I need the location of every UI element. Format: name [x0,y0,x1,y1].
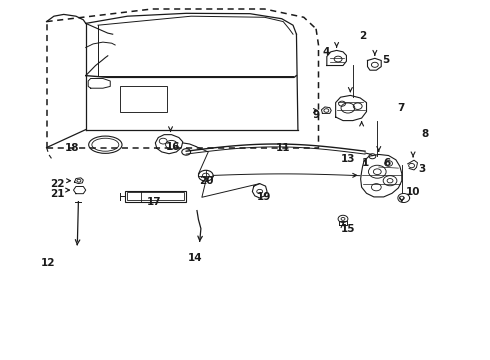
Text: 11: 11 [276,143,291,153]
Text: 6: 6 [384,158,391,168]
Bar [127,192,184,200]
Text: 10: 10 [406,186,420,197]
Text: 17: 17 [147,197,162,207]
Text: 12: 12 [41,258,55,268]
Text: 9: 9 [313,110,319,120]
Text: 14: 14 [188,253,202,264]
Text: 13: 13 [341,154,355,164]
Text: 19: 19 [256,192,271,202]
Bar [125,191,186,202]
Bar [120,86,167,112]
Text: 4: 4 [322,47,330,57]
Text: 3: 3 [419,164,426,174]
Text: 7: 7 [397,103,405,113]
Text: 16: 16 [166,142,180,152]
Text: 15: 15 [341,224,355,234]
Text: 1: 1 [362,158,368,168]
Text: 18: 18 [65,143,80,153]
Text: 5: 5 [383,55,390,66]
Text: 2: 2 [359,31,366,41]
Text: 20: 20 [199,176,214,186]
Text: 8: 8 [422,129,429,139]
Text: 22: 22 [50,179,65,189]
Text: 21: 21 [50,189,65,199]
